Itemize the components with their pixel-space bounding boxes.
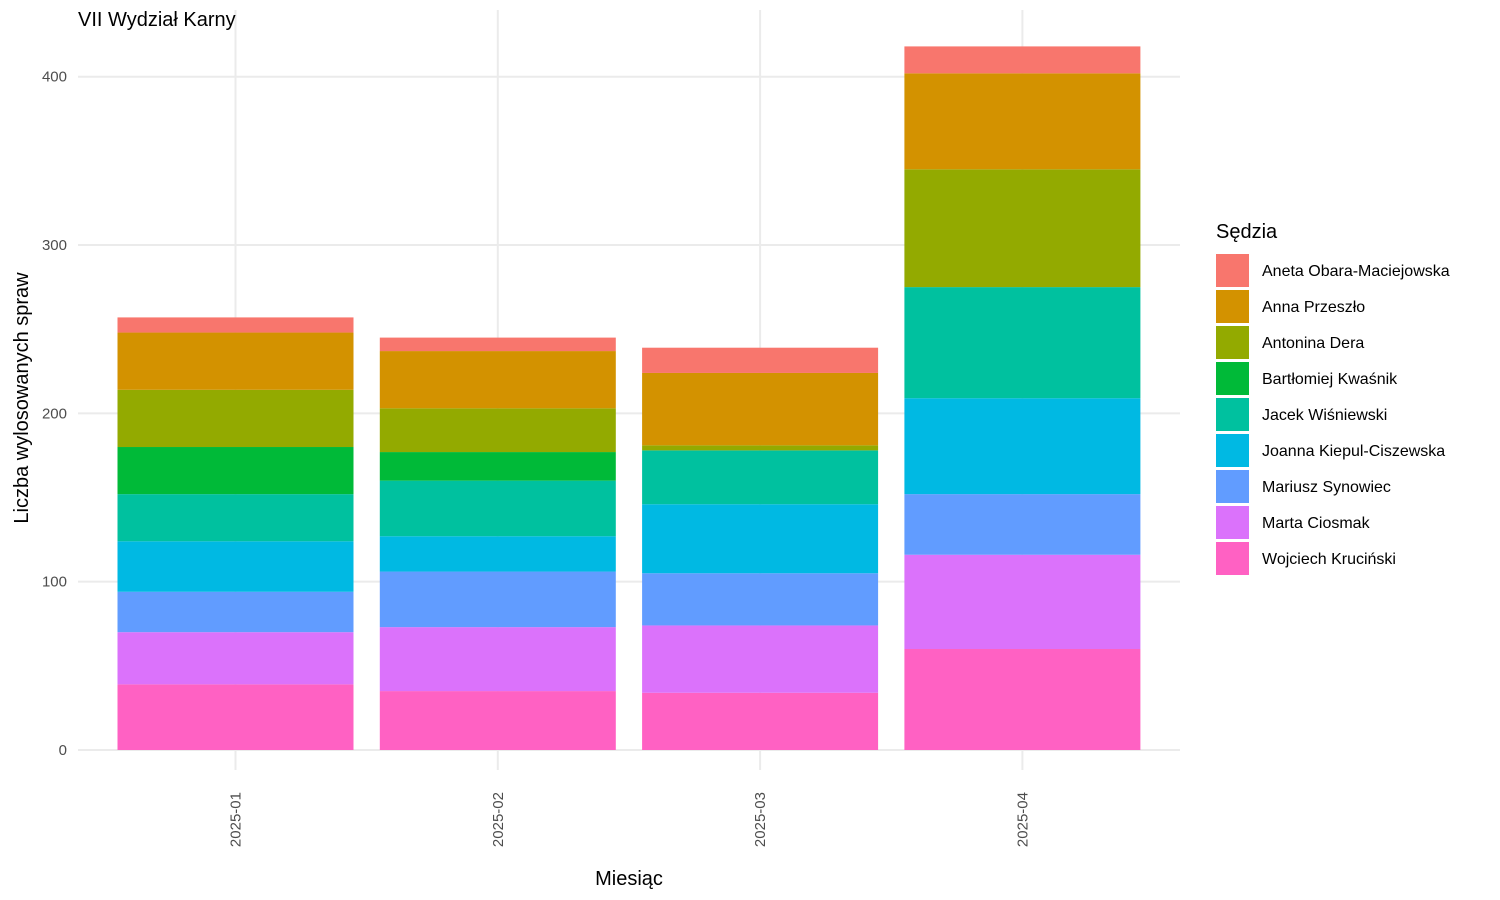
x-tick-label: 2025-01 bbox=[228, 792, 245, 847]
legend-title: Sędzia bbox=[1216, 221, 1278, 243]
bar-segment-2025-01 bbox=[117, 494, 354, 542]
bar-segment-2025-03 bbox=[642, 372, 879, 446]
legend-label: Joanna Kiepul-Ciszewska bbox=[1262, 443, 1445, 460]
bar-segment-2025-01 bbox=[117, 591, 354, 633]
x-axis-title: Miesiąc bbox=[595, 868, 663, 890]
legend-label: Mariusz Synowiec bbox=[1262, 479, 1391, 496]
bar-segment-2025-03 bbox=[642, 692, 879, 750]
bar-segment-2025-04 bbox=[904, 169, 1141, 288]
legend-swatch bbox=[1216, 506, 1249, 539]
bar-segment-2025-02 bbox=[379, 337, 616, 352]
bar-segment-2025-04 bbox=[904, 554, 1141, 650]
legend-label: Anna Przeszło bbox=[1262, 299, 1365, 316]
y-axis-title: Liczba wylosowanych spraw bbox=[11, 272, 33, 524]
bar-segment-2025-01 bbox=[117, 332, 354, 390]
bar-segment-2025-02 bbox=[379, 351, 616, 409]
legend-label: Marta Ciosmak bbox=[1262, 515, 1371, 532]
bar-segment-2025-03 bbox=[642, 450, 879, 505]
bar-segment-2025-04 bbox=[904, 494, 1141, 555]
bar-segment-2025-03 bbox=[642, 504, 879, 574]
y-tick-label: 0 bbox=[59, 742, 67, 759]
bar-segment-2025-04 bbox=[904, 649, 1141, 750]
bar-segment-2025-02 bbox=[379, 571, 616, 628]
bar-segment-2025-04 bbox=[904, 46, 1141, 74]
legend: Sędzia Aneta Obara-Maciejowska Anna Przes… bbox=[1216, 221, 1450, 575]
legend-label: Wojciech Kruciński bbox=[1262, 551, 1396, 568]
bar-segment-2025-01 bbox=[117, 541, 354, 592]
legend-swatch bbox=[1216, 362, 1249, 395]
bars bbox=[117, 46, 1141, 750]
bar-segment-2025-02 bbox=[379, 452, 616, 481]
legend-label: Antonina Dera bbox=[1262, 335, 1364, 352]
y-axis-ticks: 0 100 200 300 400 bbox=[42, 69, 67, 759]
y-tick-label: 200 bbox=[42, 405, 67, 422]
x-axis-ticks: 2025-01 2025-02 2025-03 2025-04 bbox=[228, 792, 1032, 847]
legend-label: Jacek Wiśniewski bbox=[1262, 407, 1387, 424]
bar-segment-2025-02 bbox=[379, 536, 616, 572]
y-tick-label: 100 bbox=[42, 574, 67, 591]
bar-segment-2025-02 bbox=[379, 627, 616, 692]
bar-segment-2025-01 bbox=[117, 684, 354, 750]
bar-segment-2025-03 bbox=[642, 445, 879, 451]
chart-title: VII Wydział Karny bbox=[78, 9, 236, 31]
bar-segment-2025-03 bbox=[642, 573, 879, 626]
bar-segment-2025-04 bbox=[904, 73, 1141, 170]
bar-segment-2025-03 bbox=[642, 347, 879, 373]
bar-segment-2025-04 bbox=[904, 287, 1141, 399]
x-tick-label: 2025-03 bbox=[752, 792, 769, 847]
legend-label: Bartłomiej Kwaśnik bbox=[1262, 371, 1398, 388]
bar-segment-2025-02 bbox=[379, 408, 616, 453]
legend-swatch bbox=[1216, 326, 1249, 359]
bar-segment-2025-04 bbox=[904, 398, 1141, 495]
legend-label: Aneta Obara-Maciejowska bbox=[1262, 263, 1450, 280]
legend-swatch bbox=[1216, 434, 1249, 467]
legend-swatch bbox=[1216, 542, 1249, 575]
bar-segment-2025-02 bbox=[379, 691, 616, 750]
legend-swatch bbox=[1216, 470, 1249, 503]
bar-segment-2025-01 bbox=[117, 632, 354, 685]
y-tick-label: 400 bbox=[42, 69, 67, 86]
x-tick-label: 2025-02 bbox=[490, 792, 507, 847]
legend-swatch bbox=[1216, 254, 1249, 287]
bar-segment-2025-01 bbox=[117, 317, 354, 333]
y-tick-label: 300 bbox=[42, 237, 67, 254]
x-tick-label: 2025-04 bbox=[1014, 792, 1031, 847]
legend-swatch bbox=[1216, 398, 1249, 431]
bar-segment-2025-01 bbox=[117, 447, 354, 495]
bar-segment-2025-02 bbox=[379, 480, 616, 537]
bar-segment-2025-03 bbox=[642, 625, 879, 693]
bar-segment-2025-01 bbox=[117, 389, 354, 448]
legend-swatch bbox=[1216, 290, 1249, 323]
